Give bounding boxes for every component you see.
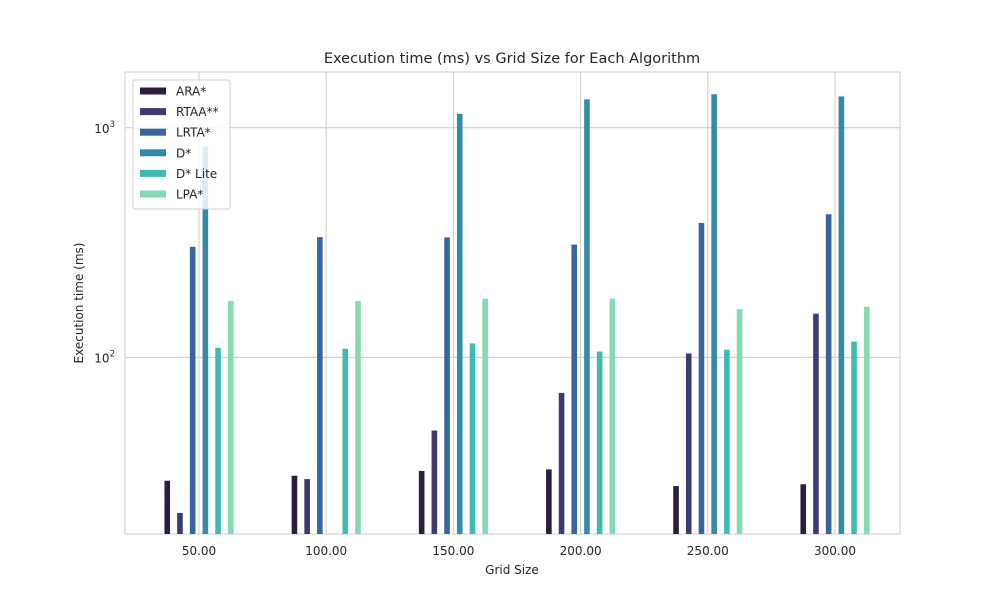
- bar: [215, 347, 221, 534]
- bar: [698, 222, 705, 534]
- plot-area: [124, 71, 901, 535]
- x-tick-label: 150.00: [432, 544, 474, 558]
- bar: [317, 237, 323, 534]
- y-tick-label: 103: [94, 120, 115, 136]
- y-tick-labels: 102 103: [94, 120, 115, 366]
- bar: [863, 306, 870, 534]
- legend-label: LRTA*: [176, 126, 211, 140]
- bar: [736, 309, 743, 534]
- bar: [355, 300, 361, 534]
- bar: [177, 512, 183, 534]
- bar: [685, 353, 692, 534]
- bar: [304, 479, 310, 534]
- bar: [444, 237, 450, 535]
- bar: [546, 469, 552, 534]
- y-tick-label: 102: [94, 349, 115, 365]
- x-tick-labels: 50.00 100.00 150.00 200.00 250.00 300.00: [182, 544, 856, 558]
- bar: [431, 430, 438, 534]
- x-tick-label: 300.00: [814, 544, 856, 558]
- bar: [189, 246, 196, 534]
- bar: [164, 480, 171, 534]
- bar: [825, 214, 832, 534]
- bar: [227, 300, 234, 534]
- x-tick-label: 50.00: [182, 544, 216, 558]
- gridlines: [125, 72, 900, 534]
- x-tick-label: 200.00: [560, 544, 602, 558]
- x-tick-label: 250.00: [687, 544, 729, 558]
- bar: [571, 244, 578, 535]
- bar: [813, 313, 819, 534]
- bar: [469, 343, 476, 534]
- chart-title: Execution time (ms) vs Grid Size for Eac…: [324, 51, 700, 67]
- x-tick-label: 100.00: [305, 544, 347, 558]
- bar: [291, 475, 298, 534]
- bars: [164, 94, 870, 535]
- bar: [711, 94, 717, 534]
- legend-swatch: [140, 87, 166, 95]
- bar: [673, 486, 679, 534]
- bar: [851, 341, 857, 534]
- legend-label: LPA*: [176, 188, 203, 202]
- bar: [838, 96, 845, 534]
- bar: [558, 392, 565, 534]
- bar: [609, 298, 616, 534]
- bar: [456, 113, 463, 535]
- legend-swatch: [140, 108, 166, 116]
- legend-swatch: [140, 190, 166, 198]
- legend: ARA* RTAA** LRTA* D* D* Lite LPA*: [132, 79, 231, 210]
- bar: [596, 351, 603, 534]
- legend-label: D*: [176, 146, 191, 160]
- legend-label: RTAA**: [176, 105, 219, 119]
- legend-label: ARA*: [176, 85, 206, 99]
- y-axis-label: Execution time (ms): [72, 243, 86, 364]
- bar: [418, 470, 425, 534]
- x-axis-label: Grid Size: [485, 563, 539, 577]
- bar: [482, 298, 488, 534]
- legend-swatch: [140, 169, 166, 177]
- bar: [202, 146, 209, 534]
- bar: [724, 349, 730, 534]
- bar: [342, 348, 349, 534]
- legend-swatch: [140, 128, 166, 136]
- legend-label: D* Lite: [176, 167, 217, 181]
- legend-swatch: [140, 149, 166, 157]
- bar: [800, 484, 807, 534]
- bar: [584, 99, 590, 535]
